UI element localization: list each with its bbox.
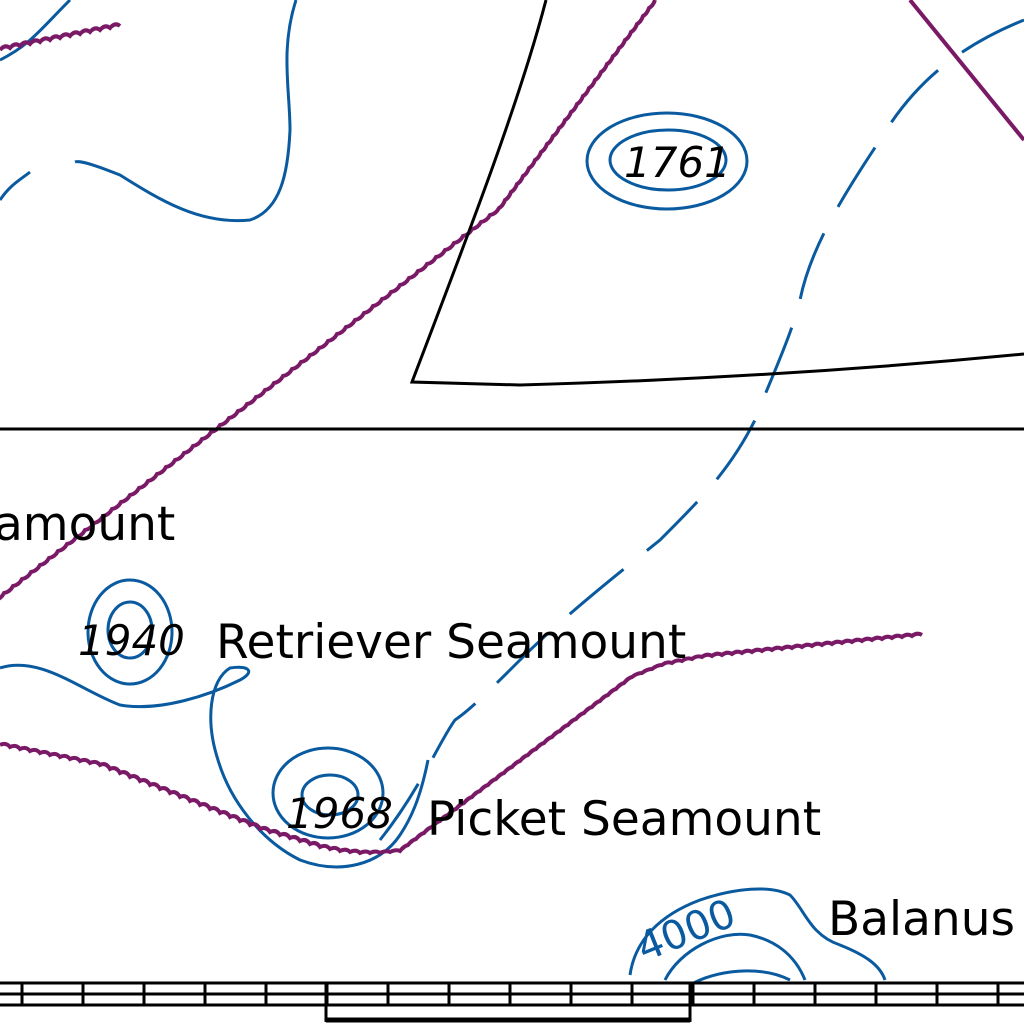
seamount-partial-label: amount: [0, 497, 175, 552]
wavy-boundary-diagonal: [908, 0, 1024, 142]
contour-4000-innermost: [689, 969, 791, 987]
balanus-partial-label: Balanus: [828, 892, 1015, 947]
contour-lines: [0, 0, 887, 987]
contour-1761-inner: [608, 128, 728, 192]
contour-4000-inner: [663, 932, 807, 981]
wavy-boundary-upper: [0, 0, 657, 601]
wavy-boundary-top-left: [0, 22, 122, 52]
wavy-boundaries: [0, 0, 1024, 856]
picket-depth-label: 1968: [286, 789, 393, 838]
retriever-depth-label: 1940: [78, 616, 185, 665]
contour-4000-outer: [628, 887, 887, 981]
contour-top-center: [74, 0, 298, 223]
black-lines: [0, 0, 1024, 431]
top-depth-label: 1761: [624, 138, 731, 187]
retriever-name-label: Retriever Seamount: [216, 615, 686, 670]
contour-1968-outer: [271, 746, 385, 840]
contour-left-edge: [0, 170, 31, 201]
contour-top-left: [0, 0, 72, 62]
dashed-contour-line: [378, 18, 1024, 841]
contour-1940-inner: [106, 600, 154, 660]
scale-bar-outline: [0, 981, 1024, 1007]
contour-1940-outer: [86, 578, 174, 686]
contour-1761-outer: [585, 111, 749, 211]
picket-name-label: Picket Seamount: [427, 792, 821, 847]
scale-bar: [0, 981, 1024, 1023]
contour-1968-inner: [300, 773, 360, 817]
sector-boundary: [409, 0, 1024, 387]
dashed-contour: [378, 18, 1024, 841]
wavy-boundary-lower: [0, 631, 924, 856]
scale-bar-ticks: [20, 983, 1000, 1005]
